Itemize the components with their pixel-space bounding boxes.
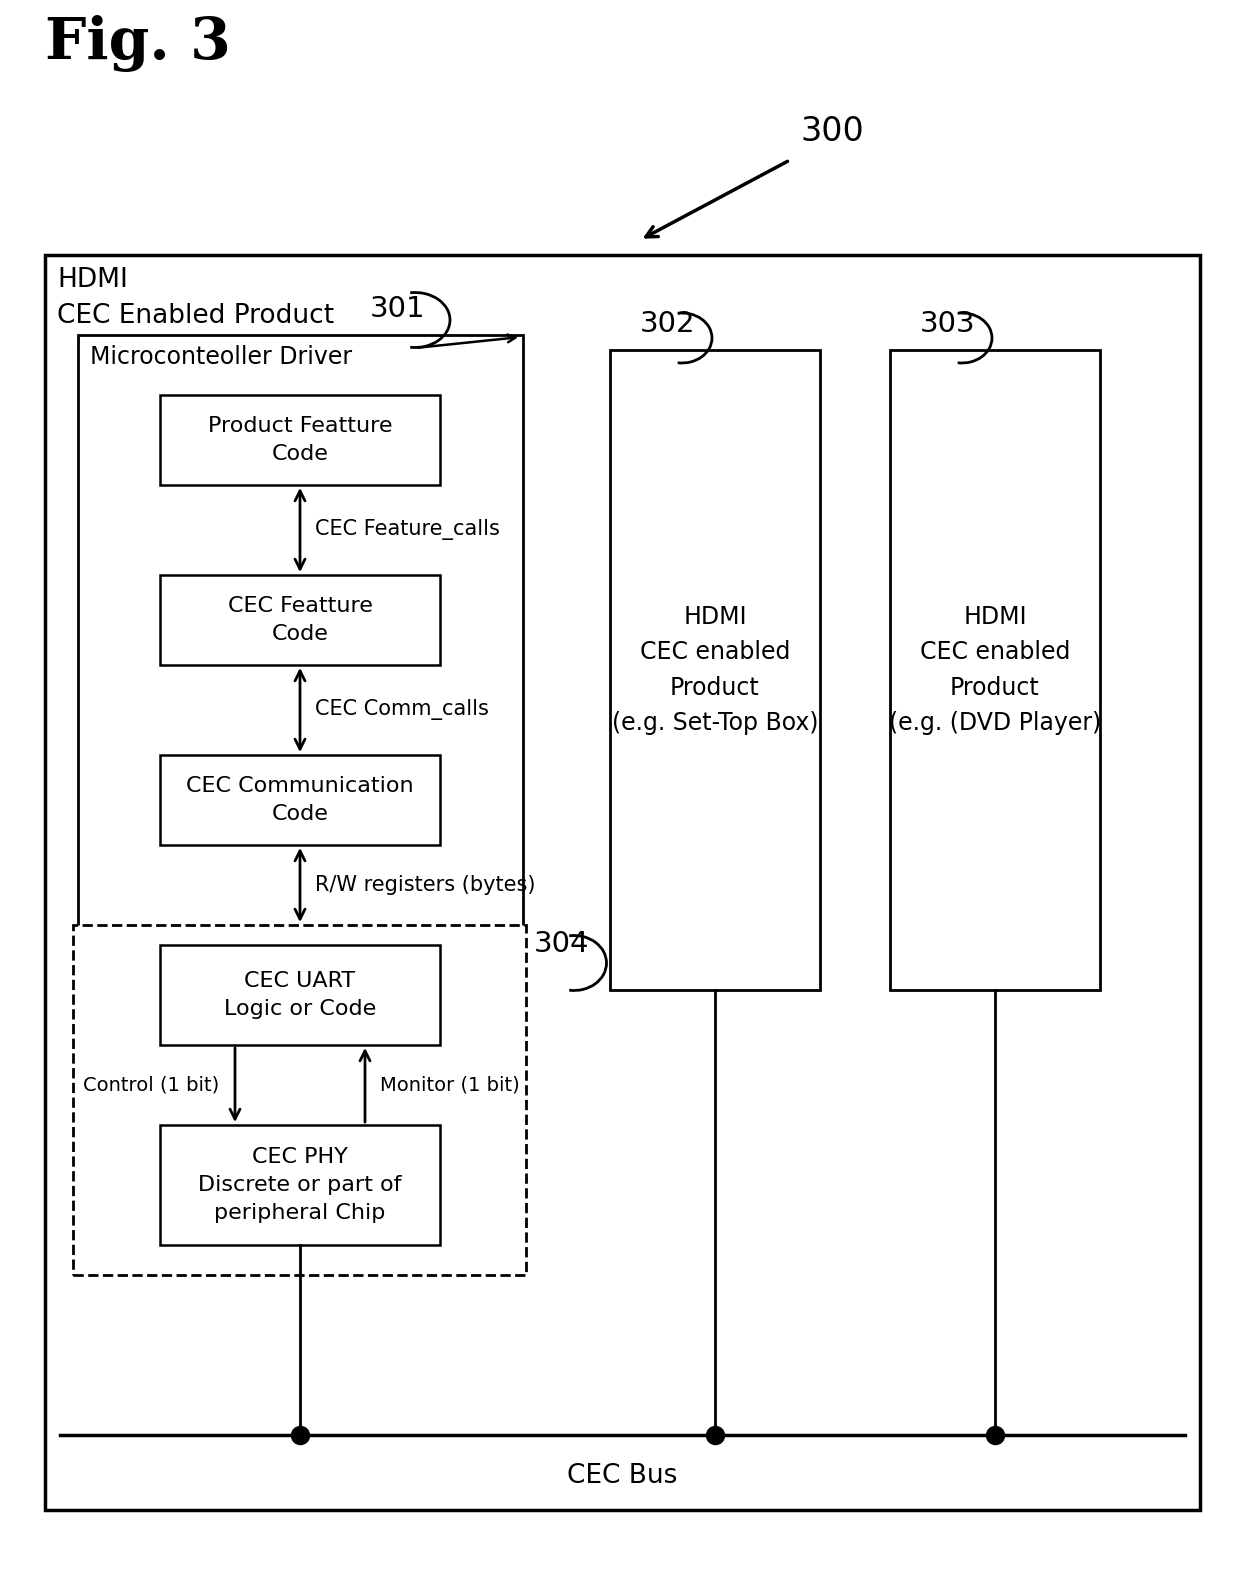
Bar	[160, 755, 440, 844]
Text: Control (1 bit): Control (1 bit)	[83, 1075, 219, 1094]
Text: CEC PHY
Discrete or part of
peripheral Chip: CEC PHY Discrete or part of peripheral C…	[198, 1147, 402, 1223]
Bar	[73, 926, 526, 1274]
Text: 300: 300	[800, 115, 864, 148]
Bar	[160, 945, 440, 1045]
Bar	[160, 395, 440, 484]
Text: Fig. 3: Fig. 3	[45, 14, 231, 72]
Text: Product Featture
Code: Product Featture Code	[208, 416, 392, 464]
Text: 304: 304	[534, 930, 589, 957]
Text: 302: 302	[640, 311, 696, 338]
Text: 303: 303	[920, 311, 976, 338]
Text: HDMI
CEC enabled
Product
(e.g. Set-Top Box): HDMI CEC enabled Product (e.g. Set-Top B…	[611, 605, 818, 734]
Bar	[160, 1125, 440, 1246]
Text: 301: 301	[370, 295, 425, 323]
Bar	[45, 255, 1200, 1510]
Bar	[890, 350, 1100, 989]
Text: CEC Bus: CEC Bus	[568, 1462, 678, 1489]
Text: CEC Feature_calls: CEC Feature_calls	[315, 519, 500, 540]
Text: HDMI
CEC enabled
Product
(e.g. (DVD Player): HDMI CEC enabled Product (e.g. (DVD Play…	[889, 605, 1101, 734]
Text: Monitor (1 bit): Monitor (1 bit)	[379, 1075, 520, 1094]
Text: R/W registers (bytes): R/W registers (bytes)	[315, 875, 536, 895]
Bar	[78, 335, 523, 1045]
Bar	[160, 575, 440, 664]
Text: HDMI
CEC Enabled Product: HDMI CEC Enabled Product	[57, 268, 334, 330]
Text: CEC Communication
Code: CEC Communication Code	[186, 776, 414, 824]
Text: CEC Comm_calls: CEC Comm_calls	[315, 699, 489, 720]
Text: CEC UART
Logic or Code: CEC UART Logic or Code	[224, 972, 376, 1020]
Text: Microconteoller Driver: Microconteoller Driver	[91, 346, 352, 370]
Text: CEC Featture
Code: CEC Featture Code	[228, 596, 372, 644]
Bar	[610, 350, 820, 989]
